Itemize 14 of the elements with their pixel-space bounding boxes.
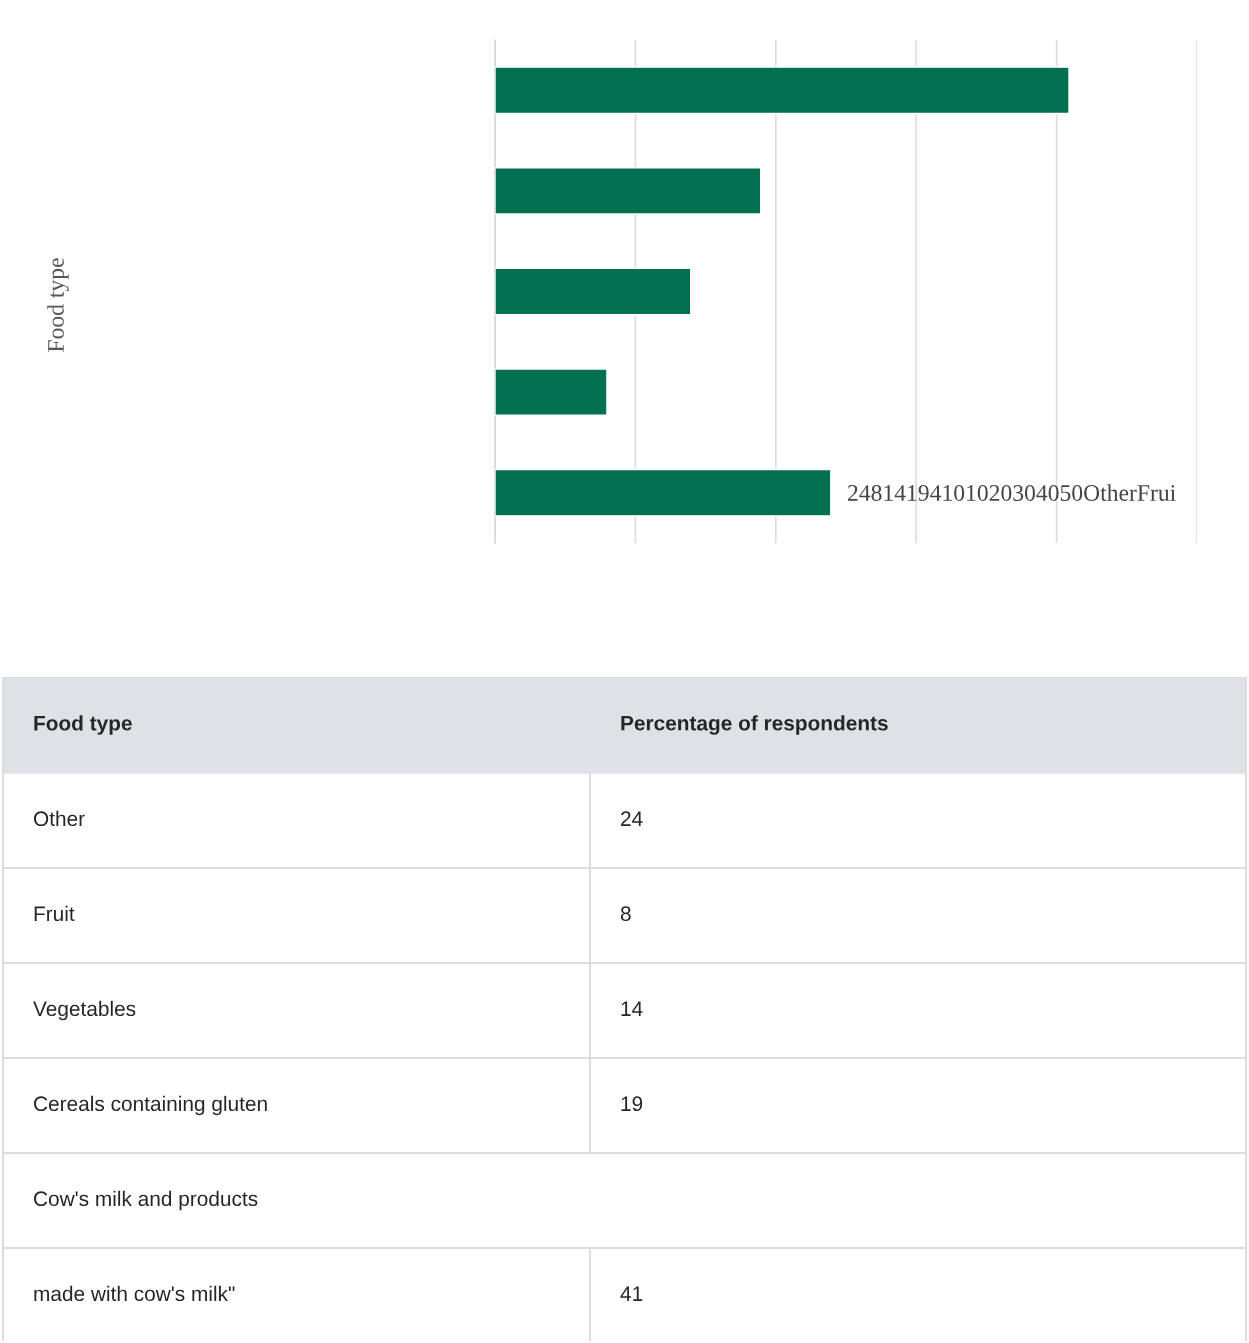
text: Other 24	[33, 810, 643, 827]
bar	[495, 167, 762, 215]
text: Fruit 8	[34, 905, 631, 922]
annotation: 24814194101020304050OtherFrui	[848, 484, 1176, 501]
bar	[495, 267, 692, 316]
bar	[495, 468, 832, 517]
text: Food type Percentage of respondents	[34, 715, 888, 735]
text: Cereals containing gluten 19	[34, 1095, 643, 1116]
bar	[495, 66, 1070, 115]
bar	[495, 368, 608, 416]
text: Cow's milk and products	[34, 1190, 258, 1211]
text: made with cow's milk" 41	[34, 1285, 643, 1302]
y-axis-title: Food type	[47, 258, 69, 352]
text: Vegetables 14	[33, 1000, 643, 1021]
